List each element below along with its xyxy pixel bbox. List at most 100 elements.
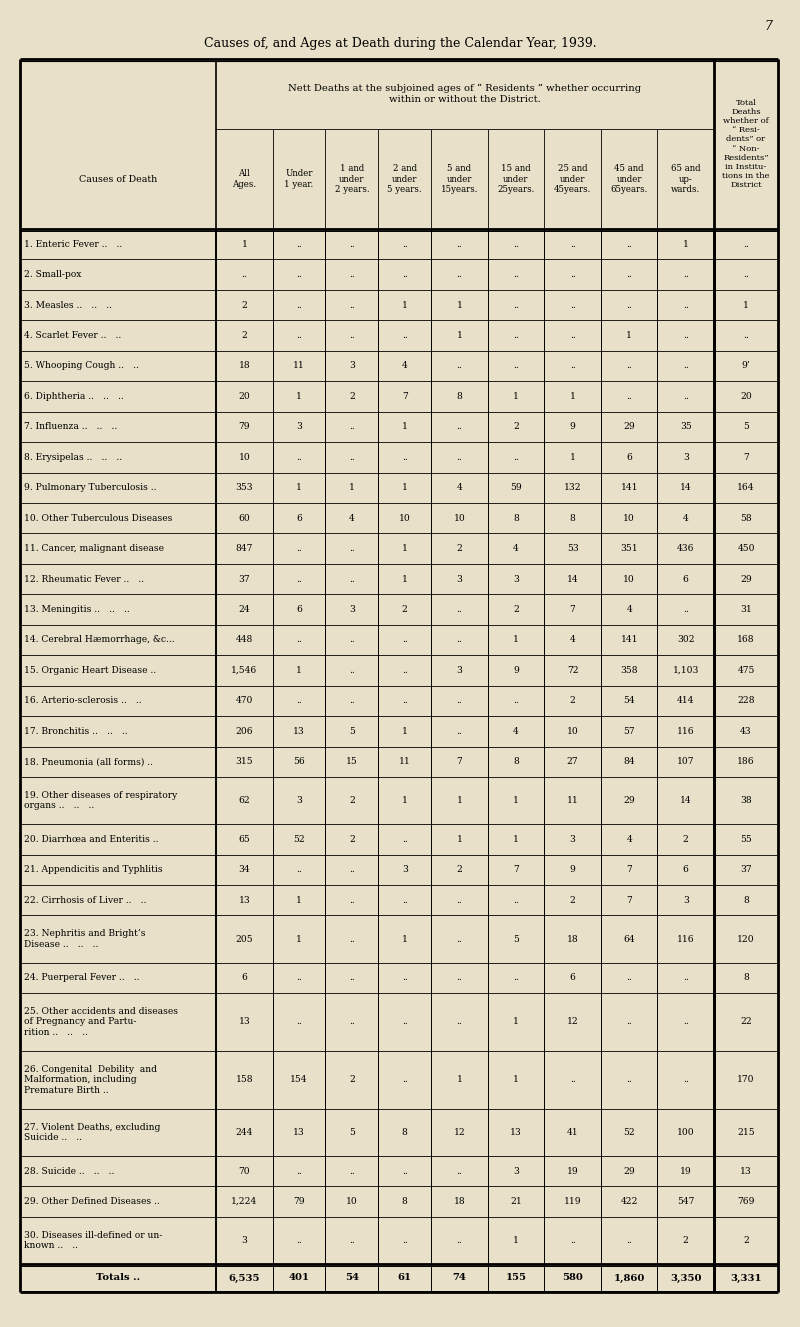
Text: 1: 1 [296,483,302,492]
Text: ..: .. [683,973,689,982]
Text: 13: 13 [740,1166,752,1176]
Text: Causes of, and Ages at Death during the Calendar Year, 1939.: Causes of, and Ages at Death during the … [204,37,596,50]
Text: ..: .. [402,973,408,982]
Text: 1: 1 [402,544,408,553]
Text: 26. Congenital  Debility  and
Malformation, including
Premature Birth ..: 26. Congenital Debility and Malformation… [24,1066,157,1095]
Text: ..: .. [402,1018,408,1027]
Text: ..: .. [349,666,354,675]
Text: 12: 12 [454,1128,466,1137]
Text: ..: .. [626,973,632,982]
Text: 119: 119 [564,1197,582,1206]
Text: 448: 448 [235,636,253,645]
Text: 7: 7 [626,865,632,874]
Text: 1: 1 [457,301,462,309]
Text: 3: 3 [513,575,519,584]
Text: 10: 10 [238,453,250,462]
Text: ..: .. [242,271,247,279]
Text: 3. Measles .. .. ..: 3. Measles .. .. .. [24,301,112,309]
Text: 2: 2 [570,697,575,706]
Text: ..: .. [570,301,575,309]
Text: ..: .. [513,330,519,340]
Text: ..: .. [683,330,689,340]
Text: ..: .. [683,301,689,309]
Text: ..: .. [457,1166,462,1176]
Text: 45 and
under
65years.: 45 and under 65years. [610,165,648,194]
Text: 2: 2 [349,796,355,805]
Text: 65 and
up-
wards.: 65 and up- wards. [671,165,701,194]
Text: ..: .. [349,422,354,431]
Text: 7: 7 [513,865,519,874]
Text: 3: 3 [513,1166,519,1176]
Text: 18: 18 [566,934,578,943]
Text: ..: .. [402,1166,408,1176]
Text: Total
Deaths
whether of
“ Resi-
dents” or
“ Non-
Residents”
in Institu-
tions in: Total Deaths whether of “ Resi- dents” o… [722,98,770,190]
Text: 2 and
under
5 years.: 2 and under 5 years. [387,165,422,194]
Text: 168: 168 [737,636,755,645]
Text: 12: 12 [566,1018,578,1027]
Text: 2: 2 [682,1235,689,1245]
Text: 29: 29 [623,422,635,431]
Text: 20: 20 [238,391,250,401]
Text: ..: .. [402,1235,408,1245]
Text: 38: 38 [740,796,752,805]
Text: ..: .. [457,1018,462,1027]
Text: 4: 4 [513,727,519,735]
Text: 107: 107 [677,758,694,766]
Text: 15: 15 [346,758,358,766]
Text: 6: 6 [242,973,247,982]
Text: ..: .. [626,1018,632,1027]
Text: 12. Rheumatic Fever .. ..: 12. Rheumatic Fever .. .. [24,575,144,584]
Text: 5. Whooping Cough .. ..: 5. Whooping Cough .. .. [24,361,139,370]
Text: 7: 7 [743,453,749,462]
Text: 10: 10 [623,514,635,523]
Text: ..: .. [683,271,689,279]
Text: ..: .. [513,697,519,706]
Text: ..: .. [457,727,462,735]
Text: ..: .. [402,896,408,905]
Text: 1: 1 [402,301,408,309]
Text: 11. Cancer, malignant disease: 11. Cancer, malignant disease [24,544,164,553]
Text: ..: .. [570,330,575,340]
Text: 1: 1 [513,391,519,401]
Text: 27: 27 [566,758,578,766]
Text: 53: 53 [566,544,578,553]
Text: 1: 1 [457,1075,462,1084]
Text: ..: .. [683,391,689,401]
Text: ..: .. [349,453,354,462]
Text: 10: 10 [566,727,578,735]
Text: ..: .. [349,973,354,982]
Text: 19: 19 [680,1166,691,1176]
Text: 72: 72 [566,666,578,675]
Text: 18: 18 [238,361,250,370]
Text: 19: 19 [566,1166,578,1176]
Text: ..: .. [349,544,354,553]
Text: 14: 14 [566,575,578,584]
Text: 35: 35 [680,422,691,431]
Text: 1: 1 [402,483,408,492]
Text: 17. Bronchitis .. .. ..: 17. Bronchitis .. .. .. [24,727,128,735]
Text: 2: 2 [457,865,462,874]
Text: 2: 2 [457,544,462,553]
Text: 18: 18 [454,1197,466,1206]
Text: 2. Small-pox: 2. Small-pox [24,271,82,279]
Text: ..: .. [349,1166,354,1176]
Text: 4. Scarlet Fever .. ..: 4. Scarlet Fever .. .. [24,330,122,340]
Text: 8: 8 [402,1128,408,1137]
Text: Nett Deaths at the subjoined ages of “ Residents ” whether occurring
within or w: Nett Deaths at the subjoined ages of “ R… [289,84,642,104]
Text: 11: 11 [293,361,305,370]
Text: ..: .. [349,1235,354,1245]
Text: 4: 4 [683,514,689,523]
Text: 1 and
under
2 years.: 1 and under 2 years. [334,165,369,194]
Text: 13: 13 [510,1128,522,1137]
Text: ..: .. [457,636,462,645]
Text: ..: .. [513,896,519,905]
Text: ..: .. [349,575,354,584]
Text: ..: .. [457,896,462,905]
Text: 120: 120 [737,934,755,943]
Text: 11: 11 [399,758,410,766]
Text: ..: .. [457,361,462,370]
Text: 2: 2 [513,422,519,431]
Text: 23. Nephritis and Bright’s
Disease .. .. ..: 23. Nephritis and Bright’s Disease .. ..… [24,929,146,949]
Text: ..: .. [513,271,519,279]
Text: ..: .. [570,240,575,248]
